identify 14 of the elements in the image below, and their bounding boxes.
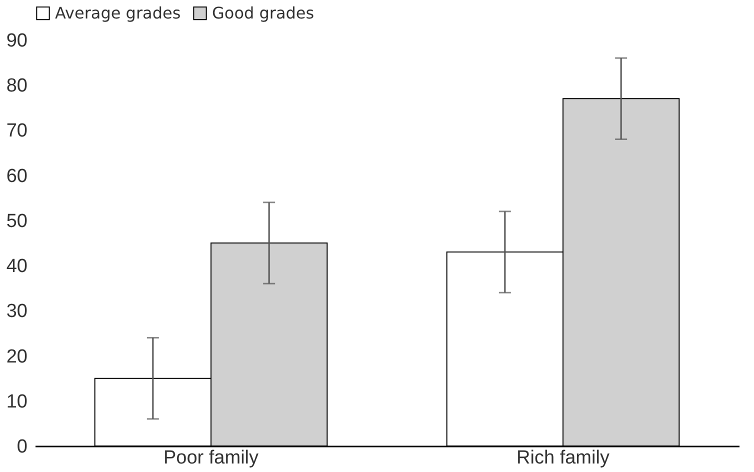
y-tick-label: 70 [6,120,28,142]
x-tick-label: Rich family [516,448,610,468]
y-tick-label: 0 [16,436,28,458]
y-tick-label: 30 [6,301,28,322]
y-tick-label: 50 [6,210,28,232]
y-tick-label: 60 [6,166,28,187]
x-tick-label: Poor family [163,448,260,468]
legend-label: Good grades [212,3,314,22]
y-tick-label: 20 [6,346,28,368]
y-tick-label: 80 [6,76,28,97]
y-tick-label: 40 [6,256,28,278]
legend-label: Average grades [55,3,181,22]
y-tick-label: 10 [6,391,28,412]
y-tick-label: 90 [6,30,28,52]
